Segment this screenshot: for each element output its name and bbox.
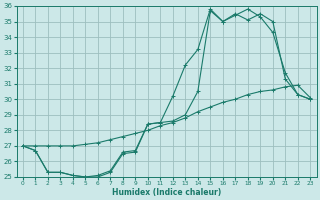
X-axis label: Humidex (Indice chaleur): Humidex (Indice chaleur): [112, 188, 221, 197]
